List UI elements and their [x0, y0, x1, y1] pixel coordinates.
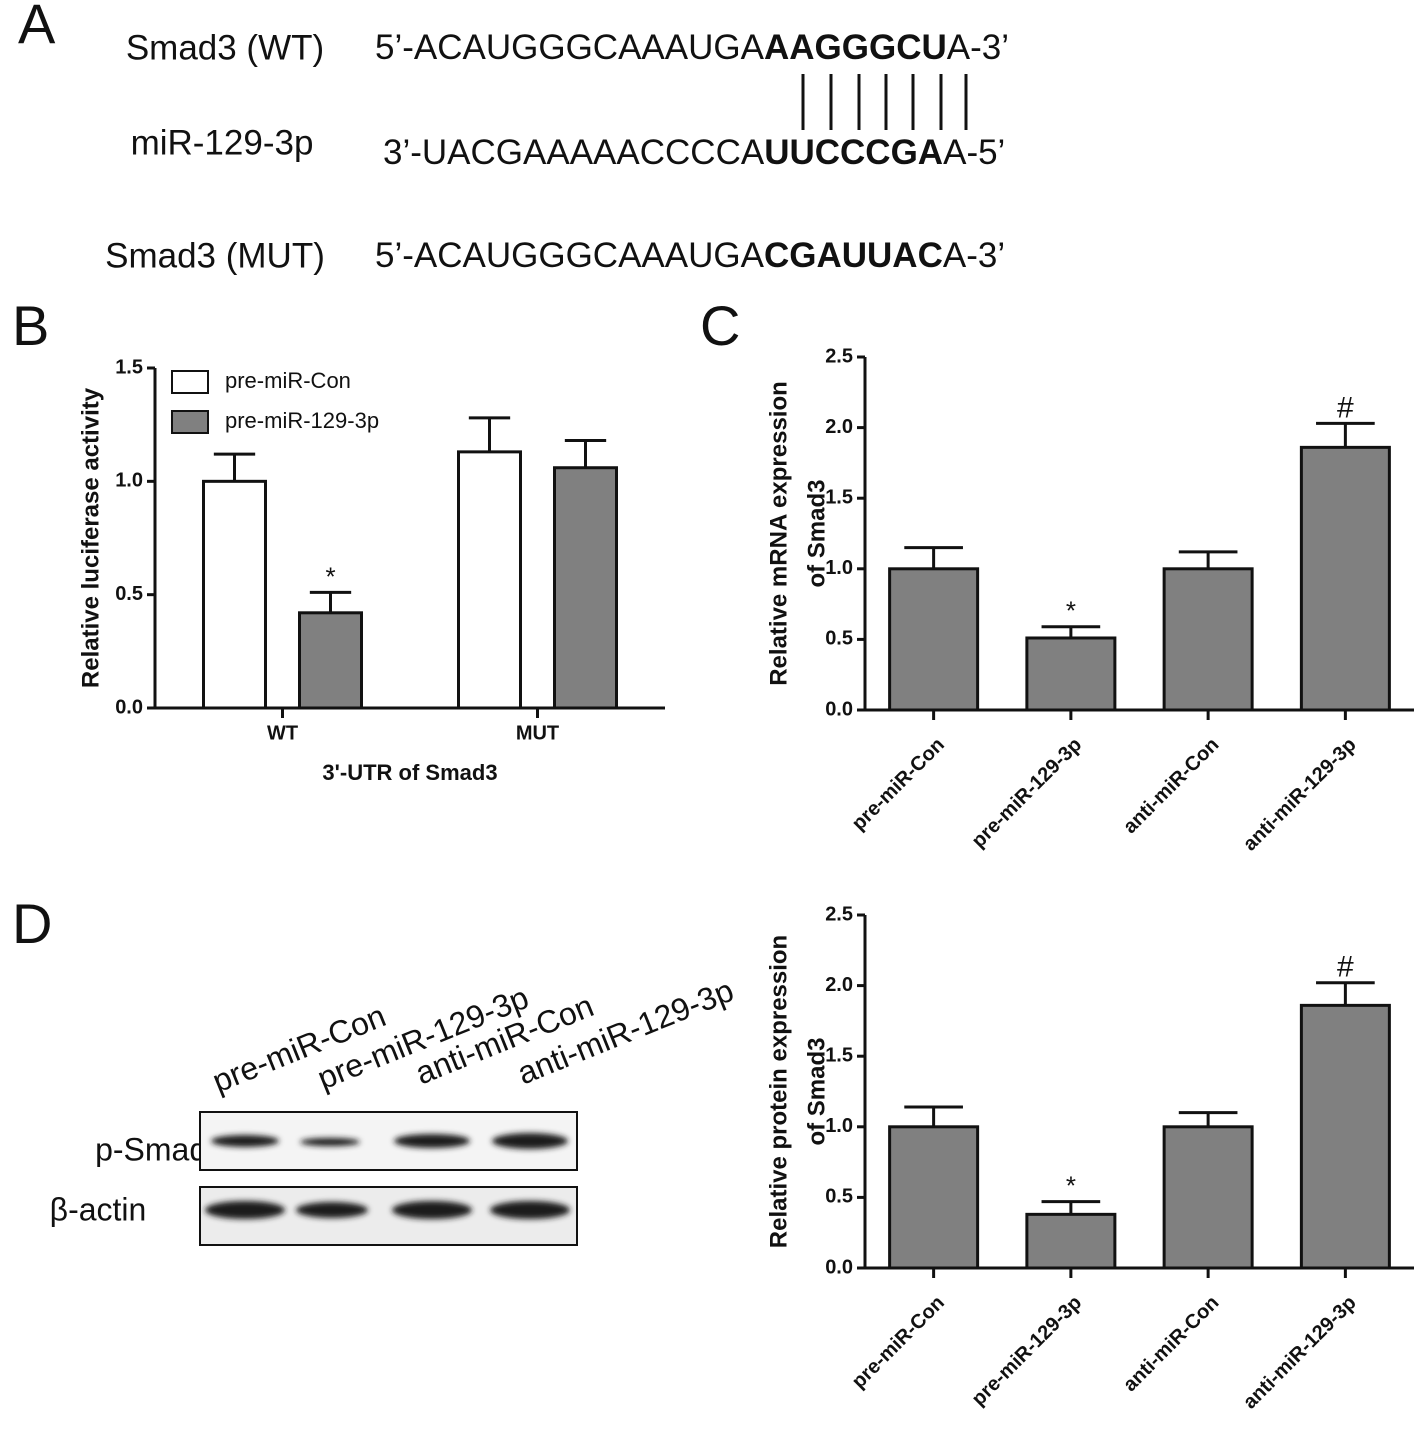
legend-swatch — [171, 370, 209, 394]
x-tick-label: pre-miR-129-3p — [968, 1292, 1087, 1411]
legend-swatch — [171, 410, 209, 434]
panel-label: D — [12, 892, 52, 955]
significance-mark: * — [1066, 596, 1076, 626]
x-tick-label: pre-miR-Con — [848, 1292, 949, 1393]
seq-part: A-5’ — [943, 133, 1005, 172]
x-tick-label: anti-miR-Con — [1119, 1292, 1223, 1396]
bar — [1025, 636, 1117, 712]
legend-label: pre-miR-129-3p — [225, 408, 379, 433]
seq-label: Smad3 (WT) — [126, 28, 324, 67]
seq-label: miR-129-3p — [131, 123, 314, 162]
y-tick-label: 1.0 — [825, 557, 853, 579]
bar — [1025, 1212, 1117, 1270]
y-tick-label: 2.0 — [825, 974, 853, 996]
seq-label: Smad3 (MUT) — [105, 236, 325, 275]
y-tick-label: 2.0 — [825, 416, 853, 438]
y-axis-label: Relative luciferase activity — [77, 387, 104, 688]
y-tick-label: 1.5 — [825, 1044, 853, 1066]
seq-part: 5’-ACAUGGGCAAAUGA — [375, 236, 765, 275]
bar — [1162, 1125, 1254, 1270]
row-label: β-actin — [50, 1191, 147, 1227]
seq-part: CGAUUAC — [764, 236, 943, 275]
y-axis-label: Relative protein expression — [765, 935, 792, 1248]
x-tick-label: WT — [267, 722, 298, 744]
significance-mark: # — [1337, 951, 1354, 984]
x-tick-label: MUT — [516, 722, 559, 744]
bar — [1299, 1003, 1391, 1270]
x-tick-label: anti-miR-129-3p — [1239, 1292, 1361, 1414]
y-axis-label: Relative mRNA expression — [765, 381, 792, 686]
seq-part: 5’-ACAUGGGCAAAUGA — [375, 28, 765, 67]
y-tick-label: 1.0 — [825, 1115, 853, 1137]
y-tick-label: 0.5 — [115, 583, 143, 605]
y-tick-label: 2.5 — [825, 903, 853, 925]
y-tick-label: 2.5 — [825, 345, 853, 367]
bar — [888, 1125, 980, 1270]
sequence: 5’-ACAUGGGCAAAUGACGAUUACA-3’ — [375, 236, 1005, 275]
bar — [1299, 445, 1391, 712]
x-tick-label: pre-miR-Con — [848, 734, 949, 835]
significance-mark: * — [325, 561, 335, 591]
y-tick-label: 0.5 — [825, 628, 853, 650]
significance-mark: # — [1337, 391, 1354, 424]
sequence: 5’-ACAUGGGCAAAUGAAAGGGCUA-3’ — [375, 28, 1009, 67]
seq-part: AAGGGCU — [764, 28, 947, 67]
y-axis-label: of Smad3 — [803, 1037, 830, 1145]
seq-part: A-3’ — [947, 28, 1009, 67]
y-tick-label: 1.5 — [115, 356, 143, 378]
y-tick-label: 0.5 — [825, 1186, 853, 1208]
significance-mark: * — [1066, 1171, 1076, 1201]
western-blot: pre-miR-Con pre-miR-129-3p anti-miR-Con … — [50, 972, 739, 1246]
x-tick-label: pre-miR-129-3p — [968, 734, 1087, 853]
x-tick-label: anti-miR-Con — [1119, 734, 1223, 838]
bar — [888, 567, 980, 712]
seq-part: UUCCCGA — [764, 133, 943, 172]
base-pairing — [801, 74, 968, 130]
y-tick-label: 1.0 — [115, 470, 143, 492]
bar — [1162, 567, 1254, 712]
seq-part: A-3’ — [943, 236, 1005, 275]
sequence: 3’-UACGAAAAACCCCAUUCCCGAA-5’ — [383, 133, 1005, 172]
bar — [202, 479, 267, 710]
y-tick-label: 0.0 — [825, 698, 853, 720]
bar — [298, 611, 363, 710]
y-tick-label: 0.0 — [115, 696, 143, 718]
y-tick-label: 1.5 — [825, 486, 853, 508]
y-tick-label: 0.0 — [825, 1256, 853, 1278]
bar — [553, 466, 618, 710]
panel-label: C — [700, 294, 740, 357]
x-tick-label: anti-miR-129-3p — [1239, 734, 1361, 856]
legend-label: pre-miR-Con — [225, 368, 351, 393]
bar — [457, 450, 522, 710]
seq-part: 3’-UACGAAAAACCCCA — [383, 133, 765, 172]
panel-label: A — [18, 0, 56, 55]
y-axis-label: of Smad3 — [803, 479, 830, 587]
panel-label: B — [12, 294, 49, 357]
x-axis-label: 3'-UTR of Smad3 — [322, 760, 497, 785]
